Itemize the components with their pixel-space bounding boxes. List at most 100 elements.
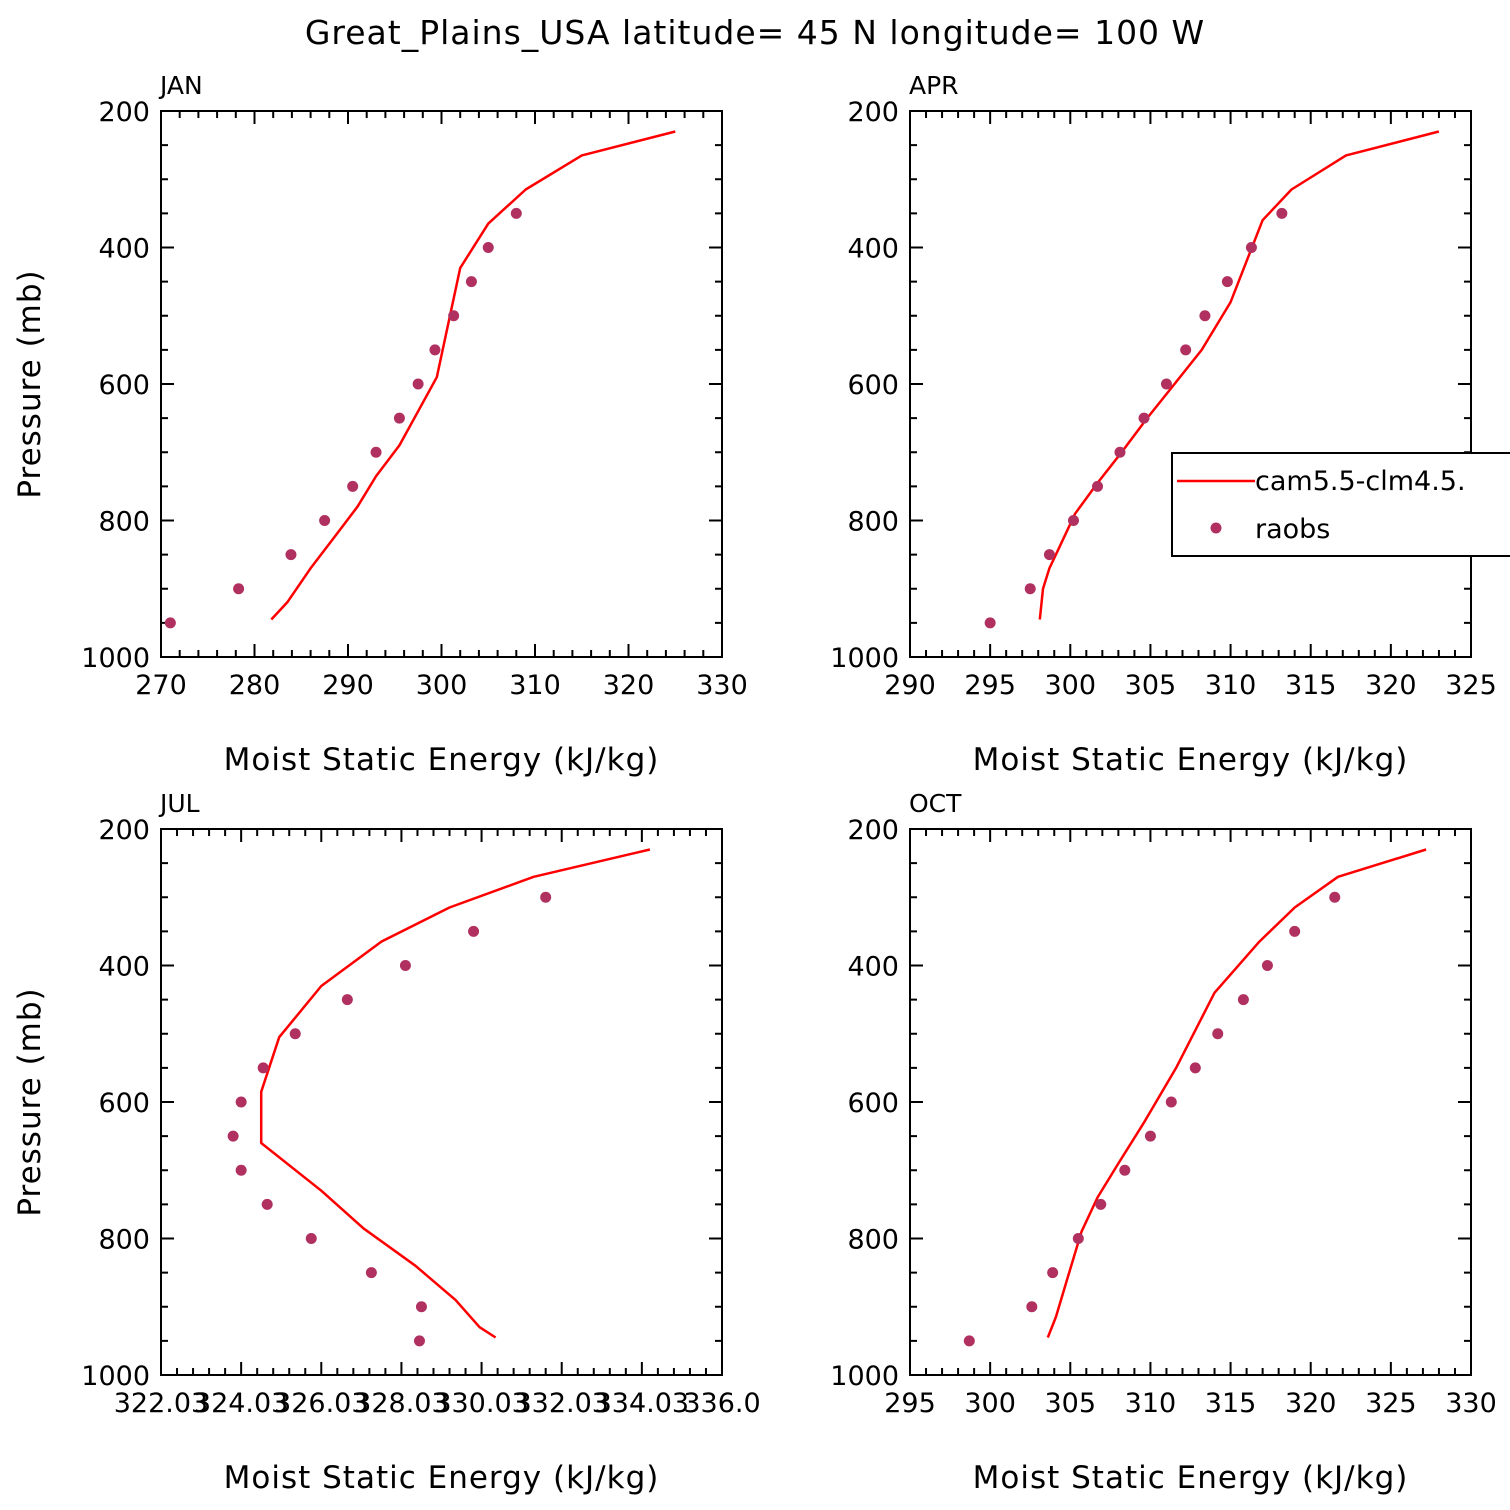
panel-apr-y-tick-label: 600: [847, 370, 899, 401]
panel-jan-obs-point: [370, 446, 382, 458]
panel-apr-y-tick-label: 1000: [830, 643, 899, 674]
panel-oct-obs-point: [1212, 1028, 1224, 1040]
panel-jul-obs-point: [305, 1233, 317, 1244]
panel-jan-obs-point: [233, 583, 245, 595]
panel-jan-obs-point: [412, 378, 424, 390]
panel-jul-model-line: [259, 848, 651, 1339]
panel-jul-obs-point: [227, 1130, 239, 1142]
panel-jul-obs-point: [540, 891, 552, 903]
panel-jul-obs-point: [415, 1301, 427, 1313]
panel-jan-y-tick-label: 200: [98, 97, 150, 128]
panel-apr-x-tick-label: 295: [964, 670, 1016, 701]
panel-jan-label: JAN: [158, 71, 203, 100]
panel-oct-obs-point: [963, 1335, 975, 1347]
panel-apr-y-tick-label: 200: [847, 97, 899, 128]
panel-jan-obs-point: [347, 480, 359, 492]
panel-jul-obs-point: [261, 1198, 273, 1210]
panel-jan-model-line: [270, 130, 676, 621]
panel-apr-obs-point: [1160, 378, 1172, 390]
panel-apr-x-tick-label: 310: [1205, 670, 1257, 701]
panel-oct-x-tick-label: 330: [1445, 1388, 1497, 1419]
panel-apr-x-tick-label: 315: [1285, 670, 1337, 701]
panel-jan-x-tick-label: 280: [229, 670, 281, 701]
panel-oct-y-tick-label: 1000: [830, 1361, 899, 1392]
panel-apr-obs-point: [1067, 515, 1079, 526]
legend-model-label: cam5.5-clm4.5.: [1255, 466, 1466, 497]
panel-jul-x-tick-label: 332.03: [514, 1388, 608, 1419]
panel-jan-obs-point: [510, 207, 522, 219]
panel-oct-x-tick-label: 315: [1205, 1388, 1257, 1419]
panel-jan-x-tick-label: 300: [416, 670, 468, 701]
panel-oct-obs-point: [1237, 994, 1249, 1006]
panel-jul-obs-point: [365, 1267, 377, 1279]
panel-jan-y-axis-title: Pressure (mb): [12, 269, 48, 498]
panel-jan-y-tick-label: 800: [98, 507, 150, 538]
panel-oct-obs-point: [1095, 1198, 1107, 1210]
panel-apr-x-tick-label: 320: [1365, 670, 1417, 701]
panel-apr-obs-point: [1043, 549, 1055, 561]
panel-jul-y-tick-label: 600: [98, 1088, 150, 1119]
panel-apr-x-tick-label: 325: [1445, 670, 1497, 701]
panel-apr-label: APR: [909, 71, 959, 100]
panel-apr-obs-point: [1245, 242, 1257, 253]
panel-apr-obs-point: [1199, 310, 1211, 322]
panel-jul-y-tick-label: 800: [98, 1225, 150, 1256]
panel-apr-obs-point: [1138, 412, 1150, 424]
panel-apr-obs-point: [1114, 446, 1126, 458]
panel-oct-obs-point: [1189, 1062, 1201, 1074]
panel-apr-y-tick-label: 400: [847, 234, 899, 265]
panel-jul-x-tick-label: 328.03: [354, 1388, 448, 1419]
panel-oct: 295 300 305 310 315 320 325 330 200 400 600 800 1000…: [830, 789, 1496, 1496]
panel-jul-x-tick-label: 334.03: [595, 1388, 689, 1419]
panel-oct-obs-point: [1261, 960, 1273, 971]
panel-jan-y-tick-label: 1000: [81, 643, 150, 674]
panel-jan-x-axis-title: Moist Static Energy (kJ/kg): [224, 742, 660, 778]
panel-jan-x-tick-label: 310: [509, 670, 561, 701]
panel-jan-obs-point: [465, 276, 477, 288]
panel-jul-x-tick-label: 336.0: [683, 1388, 760, 1419]
panel-oct-y-tick-label: 600: [847, 1088, 899, 1119]
panel-jul-x-tick-label: 324.03: [194, 1388, 288, 1419]
panel-jul-obs-point: [399, 960, 411, 971]
panel-oct-x-tick-label: 300: [964, 1388, 1016, 1419]
panel-jul-obs-point: [468, 925, 480, 937]
panel-jan: 270 280 290 300 310 320 330 200 400 600 800 1000 Moi…: [12, 71, 748, 778]
panel-oct-obs-point: [1072, 1233, 1084, 1244]
figure-title: Great_Plains_USA latitude= 45 N longitud…: [305, 13, 1205, 52]
panel-oct-x-axis-title: Moist Static Energy (kJ/kg): [973, 1460, 1409, 1496]
panel-apr-x-tick-label: 300: [1045, 670, 1097, 701]
panel-oct-y-tick-label: 400: [847, 952, 899, 983]
panel-apr-frame: [909, 110, 1472, 658]
panel-jan-x-tick-label: 320: [603, 670, 655, 701]
panel-apr-obs-point: [984, 617, 996, 629]
panel-jul-obs-point: [235, 1096, 247, 1108]
legend-obs-label: raobs: [1255, 514, 1330, 545]
panel-jan-x-tick-label: 270: [135, 670, 187, 701]
panel-jul-obs-point: [235, 1164, 247, 1176]
panel-apr-obs-point: [1180, 344, 1192, 356]
panel-oct-y-tick-label: 200: [847, 815, 899, 846]
panel-apr-y-tick-label: 800: [847, 507, 899, 538]
panel-jul-label: JUL: [158, 789, 200, 818]
legend-obs-marker: [1210, 522, 1222, 534]
panel-jan-obs-point: [319, 515, 331, 526]
panel-apr-x-tick-label: 305: [1125, 670, 1177, 701]
panel-jan-obs-point: [285, 549, 297, 561]
panel-jul-obs-point: [413, 1335, 425, 1347]
panel-oct-label: OCT: [909, 789, 962, 818]
panel-oct-obs-point: [1026, 1301, 1038, 1313]
panel-jul-x-tick-label: 330.03: [434, 1388, 528, 1419]
panel-oct-obs-point: [1289, 925, 1301, 937]
panel-oct-x-tick-label: 325: [1365, 1388, 1417, 1419]
panel-jan-y-tick-label: 600: [98, 370, 150, 401]
panel-jul-y-tick-label: 1000: [81, 1361, 150, 1392]
panel-oct-frame: [909, 828, 1472, 1376]
panel-oct-x-tick-label: 295: [884, 1388, 936, 1419]
panel-oct-y-tick-label: 800: [847, 1225, 899, 1256]
panel-oct-obs-point: [1165, 1096, 1177, 1108]
panel-jul-obs-point: [289, 1028, 301, 1040]
panel-oct-x-tick-label: 320: [1285, 1388, 1337, 1419]
panel-jul-obs-point: [257, 1062, 269, 1074]
panel-jul-x-tick-label: 326.03: [274, 1388, 368, 1419]
